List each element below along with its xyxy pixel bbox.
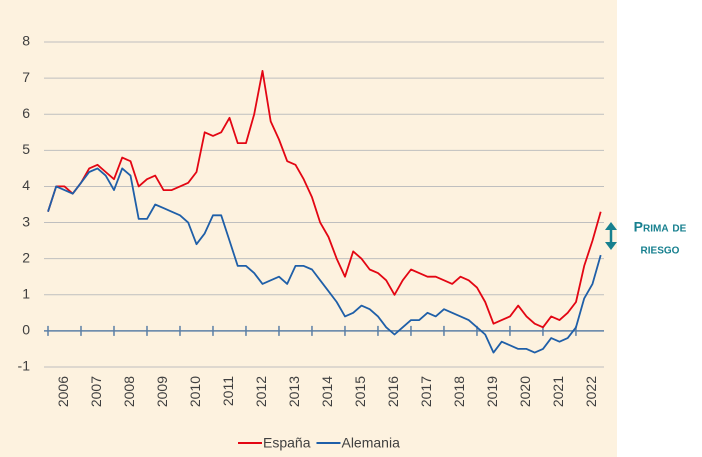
x-tick-label: 2012 [253,376,269,407]
x-tick-label: 2010 [187,376,203,407]
series-line [47,167,602,354]
x-tick-label: 2014 [319,376,335,407]
x-tick-label: 2011 [220,376,236,406]
legend-label: España [263,435,311,451]
x-tick-label: 2006 [55,376,71,407]
y-tick-label: 5 [22,141,30,157]
annotation: riesgo [641,241,680,257]
x-tick-label: 2020 [517,376,533,407]
x-tick-label: 2008 [121,376,137,407]
x-tick-label: 2021 [550,376,566,407]
y-tick-label: 7 [22,69,30,85]
y-tick-label: 8 [22,33,30,49]
series-line [47,70,602,329]
x-tick-label: 2019 [484,376,500,407]
x-tick-label: 2018 [451,376,467,407]
y-tick-label: 1 [22,285,30,301]
x-tick-label: 2017 [418,376,434,407]
annotation: Prima de [634,219,687,235]
plot-background [0,0,617,457]
x-tick-label: 2015 [352,376,368,407]
y-tick-label: 3 [22,213,30,229]
y-tick-label: -1 [18,358,31,374]
risk-premium-arrow [605,222,617,250]
y-tick-label: 2 [22,249,30,265]
legend-label: Alemania [341,435,400,451]
x-tick-label: 2009 [154,376,170,407]
x-tick-label: 2007 [88,376,104,407]
y-tick-label: 6 [22,105,30,121]
y-tick-label: 0 [22,322,30,338]
x-tick-label: 2016 [385,376,401,407]
x-tick-label: 2022 [583,376,599,407]
y-tick-label: 4 [22,177,30,193]
x-tick-label: 2013 [286,376,302,407]
